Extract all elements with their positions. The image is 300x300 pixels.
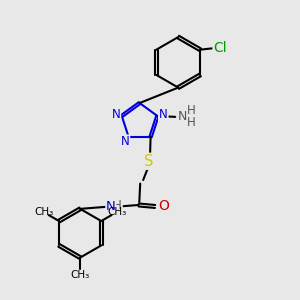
Text: N: N <box>106 200 116 213</box>
Text: N: N <box>121 135 129 148</box>
Text: H: H <box>187 104 196 117</box>
Text: H: H <box>187 116 196 129</box>
Text: N: N <box>159 108 168 121</box>
Text: H: H <box>113 199 122 212</box>
Text: N: N <box>112 108 120 121</box>
Text: N: N <box>178 110 188 123</box>
Text: Cl: Cl <box>214 41 227 55</box>
Text: CH₃: CH₃ <box>70 270 90 280</box>
Text: O: O <box>158 200 169 214</box>
Text: S: S <box>144 154 154 169</box>
Text: CH₃: CH₃ <box>107 207 126 217</box>
Text: CH₃: CH₃ <box>34 207 53 217</box>
